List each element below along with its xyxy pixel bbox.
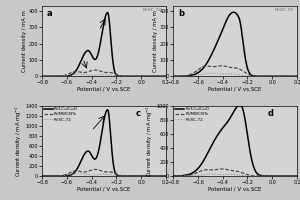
X-axis label: Potential / V vs.SCE: Potential / V vs.SCE xyxy=(77,187,130,192)
Text: b: b xyxy=(178,9,184,18)
Text: c: c xyxy=(136,109,141,118)
Y-axis label: Current density / mA m: Current density / mA m xyxy=(153,10,158,72)
X-axis label: Potential / V vs.SCE: Potential / V vs.SCE xyxy=(77,87,130,92)
Legend: Pt/f-Cu/CuO, Pt/MWCNTs, Pt/XC-72: Pt/f-Cu/CuO, Pt/MWCNTs, Pt/XC-72 xyxy=(43,107,78,122)
Text: d: d xyxy=(267,109,273,118)
Y-axis label: Current density / mA m: Current density / mA m xyxy=(22,10,27,72)
Y-axis label: Current density / mA mg$^{-1}$: Current density / mA mg$^{-1}$ xyxy=(14,105,24,177)
Text: Pt/XC-72: Pt/XC-72 xyxy=(143,8,162,12)
X-axis label: Potential / V vs.SCE: Potential / V vs.SCE xyxy=(208,87,262,92)
X-axis label: Potential / V vs.SCE: Potential / V vs.SCE xyxy=(208,187,262,192)
Text: Pt/XC-72: Pt/XC-72 xyxy=(274,8,293,12)
Y-axis label: Current density / mA mg$^{-1}$: Current density / mA mg$^{-1}$ xyxy=(145,105,155,177)
Legend: Pt/f-Cu/CuO, Pt/MWCNTs, Pt/XC-72: Pt/f-Cu/CuO, Pt/MWCNTs, Pt/XC-72 xyxy=(175,107,210,122)
Text: a: a xyxy=(47,9,52,18)
